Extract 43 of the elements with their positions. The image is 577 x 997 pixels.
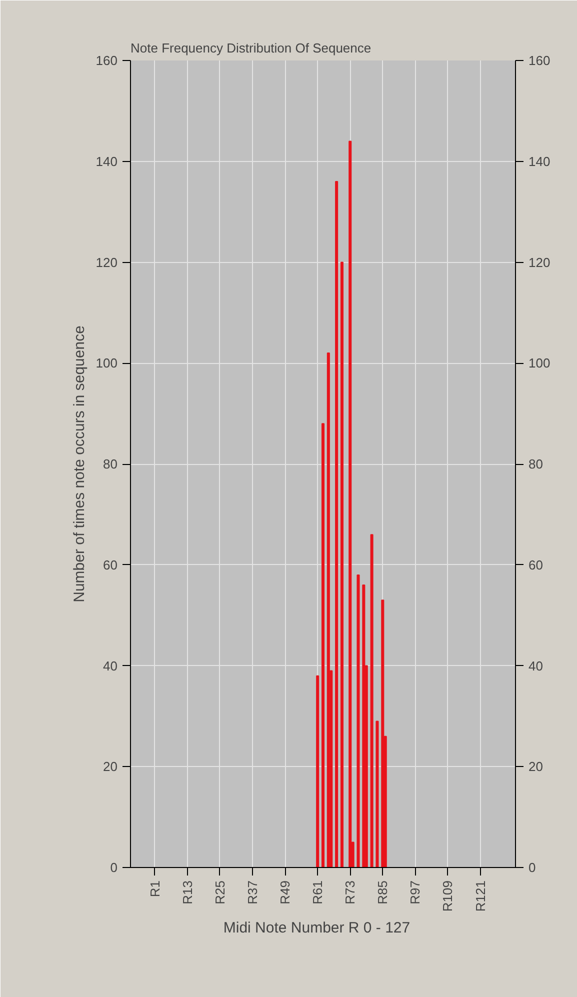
bar [356, 574, 360, 868]
bar [362, 584, 366, 868]
y2-tick-label: 100 [528, 356, 550, 371]
y-tick-label: 160 [96, 53, 118, 68]
y2-tick-label: 20 [528, 759, 543, 774]
x-axis-title: Midi Note Number R 0 - 127 [223, 920, 410, 937]
y2-tick-label: 40 [528, 658, 543, 674]
bar [316, 675, 320, 868]
y2-tick-label: 120 [528, 254, 550, 270]
y2-tick-label: 0 [528, 860, 536, 875]
x-tick-label: R97 [408, 880, 423, 904]
x-tick-label: R61 [310, 880, 326, 904]
x-tick-label: R73 [342, 880, 358, 904]
x-tick-label: R13 [180, 880, 195, 904]
chart-title: Note Frequency Distribution Of Sequence [130, 40, 372, 56]
y-tick-label: 60 [103, 557, 118, 572]
y2-tick-label: 140 [528, 154, 550, 169]
y-tick-label: 20 [103, 759, 118, 774]
y2-tick-label: 80 [528, 456, 543, 472]
x-tick-label: R49 [278, 880, 293, 904]
bar [348, 140, 352, 868]
bar [326, 352, 330, 868]
y-tick-label: 80 [103, 456, 118, 472]
y-tick-label: 40 [103, 658, 118, 674]
bar [381, 600, 384, 868]
x-tick-label: R25 [212, 880, 228, 904]
bar [370, 534, 374, 868]
x-tick-label: R1 [147, 880, 162, 898]
x-tick-label: R37 [245, 880, 260, 904]
y2-tick-label: 60 [528, 557, 543, 572]
x-tick-label: R121 [472, 880, 488, 912]
x-tick-label: R109 [440, 880, 456, 912]
bar [335, 181, 338, 868]
y2-tick-label: 160 [528, 53, 550, 68]
x-tick-label: R85 [375, 880, 390, 904]
bar [340, 262, 344, 868]
y-tick-label: 100 [96, 356, 118, 371]
y-axis-title: Number of times note occurs in sequence [70, 326, 88, 602]
y-tick-label: 0 [110, 860, 118, 875]
bar [321, 423, 325, 868]
y-tick-label: 140 [96, 154, 118, 169]
bar [376, 720, 379, 868]
y-tick-label: 120 [96, 254, 118, 270]
